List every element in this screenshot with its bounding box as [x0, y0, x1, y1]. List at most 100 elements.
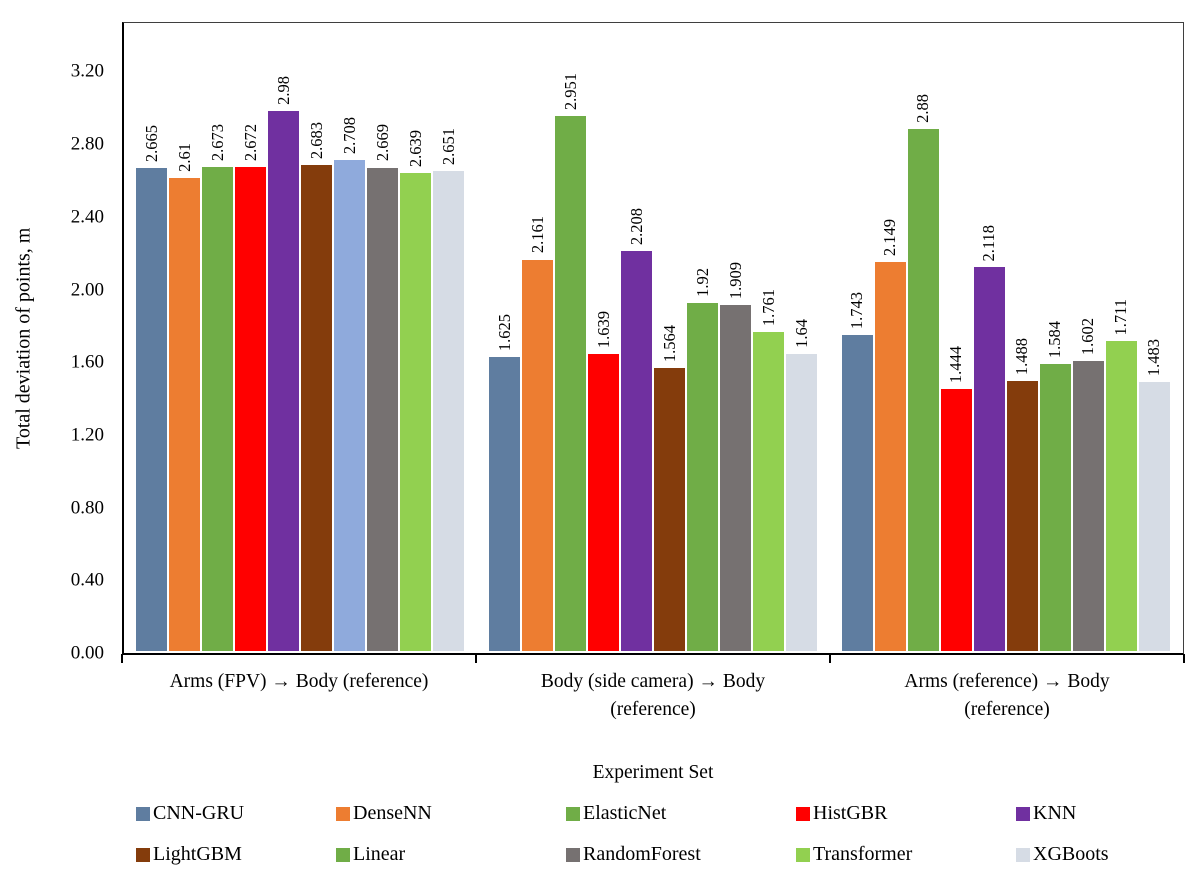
- legend-swatch-icon: [336, 847, 350, 862]
- y-tick-label: 3.20: [70, 60, 104, 82]
- bar-value-label: 1.761: [758, 288, 778, 326]
- legend-label: LightGBM: [153, 843, 242, 865]
- bar-value-label: 1.711: [1110, 298, 1130, 336]
- legend-swatch-icon: [1016, 847, 1030, 862]
- bar-value-label: 2.665: [141, 125, 161, 163]
- bar-slot: 2.672: [235, 23, 267, 651]
- bar-slot: 2.673: [202, 23, 234, 651]
- legend-swatch-icon: [566, 847, 580, 862]
- legend-swatch-icon: [566, 806, 580, 821]
- bar-slot: 2.161: [522, 23, 553, 651]
- bar-value-label: 2.669: [372, 124, 392, 162]
- bar-randomforest: [367, 167, 399, 651]
- legend-item-elasticnet: ElasticNet: [566, 802, 796, 825]
- bar-slot: 1.639: [588, 23, 619, 651]
- bar-slot: 1.602: [1072, 23, 1104, 651]
- bar-elasticnet: [202, 166, 234, 651]
- bar-value-label: 1.488: [1011, 338, 1031, 376]
- bar-value-label: 2.673: [207, 123, 227, 161]
- bar-slot: 1.584: [1039, 23, 1071, 651]
- bar-value-label: 2.118: [978, 224, 998, 262]
- bar-slot: 1.909: [720, 23, 751, 651]
- bar-xgboots: [433, 170, 465, 651]
- y-tick-label: 0.80: [70, 497, 104, 519]
- legend-label: XGBoots: [1033, 843, 1109, 865]
- bar-groups: 2.665 2.61 2.673 2.672 2.98 2.683 2.708 2.669 2.…: [124, 23, 1182, 651]
- bar-value-label: 1.92: [692, 268, 712, 298]
- bar-lightgbm: [301, 164, 333, 651]
- category-label: Arms (FPV) → Body (reference): [169, 671, 429, 692]
- bar-value-label: 1.909: [725, 262, 745, 300]
- bar-cnn-gru: [136, 168, 168, 651]
- bar-lightgbm: [1006, 381, 1038, 651]
- bar-value-label: 1.483: [1143, 339, 1163, 377]
- y-tick-label: 0.00: [70, 642, 104, 664]
- bar-slot: 2.639: [400, 23, 432, 651]
- bar-randomforest: [1072, 360, 1104, 651]
- bar-histgbr: [588, 354, 619, 651]
- category-label: Body (side camera) → Body (reference): [540, 671, 766, 721]
- legend-item-densenn: DenseNN: [336, 802, 566, 825]
- legend-item-linear: Linear: [336, 843, 566, 866]
- bar-slot: 1.92: [687, 23, 718, 651]
- bar-histgbr: [940, 389, 972, 651]
- legend-label: CNN-GRU: [153, 802, 245, 824]
- legend-swatch-icon: [336, 806, 350, 821]
- legend-item-randomforest: RandomForest: [566, 843, 796, 866]
- bar-xgboots: [786, 353, 817, 651]
- category-tick: [1183, 654, 1185, 663]
- bar-randomforest: [720, 305, 751, 651]
- bar-cnn-gru: [489, 356, 520, 651]
- category-tick: [474, 654, 477, 663]
- x-axis-title: Experiment Set: [592, 762, 714, 783]
- bar-value-label: 2.951: [560, 73, 580, 111]
- bar-value-label: 2.683: [306, 121, 326, 159]
- bar-value-label: 2.639: [405, 129, 425, 167]
- legend-label: DenseNN: [353, 802, 432, 824]
- bar-slot: 1.711: [1105, 23, 1137, 651]
- bar-value-label: 1.64: [791, 319, 811, 348]
- bar-value-label: 1.625: [494, 313, 514, 351]
- bar-slot: 2.118: [973, 23, 1005, 651]
- bar-group: 1.743 2.149 2.88 1.444 2.118 1.488 1.584 1.602 1…: [829, 23, 1182, 651]
- bar-cnn-gru: [841, 335, 873, 651]
- bar-value-label: 2.88: [912, 94, 932, 124]
- bar-slot: 2.149: [874, 23, 906, 651]
- bar-value-label: 1.444: [945, 346, 965, 384]
- bar-value-label: 2.672: [240, 123, 260, 161]
- bar-slot: 2.651: [433, 23, 465, 651]
- bar-slot: 1.743: [841, 23, 873, 651]
- legend-item-histgbr: HistGBR: [796, 802, 1016, 825]
- y-tick-label: 2.00: [70, 279, 104, 301]
- bar-knn: [973, 267, 1005, 651]
- bar-slot: 2.98: [268, 23, 300, 651]
- bar-xgboots: [1138, 382, 1170, 651]
- bar-value-label: 1.743: [846, 292, 866, 330]
- bar-elasticnet: [907, 129, 939, 651]
- bar-value-label: 2.708: [339, 117, 359, 155]
- y-tick-label: 0.40: [70, 569, 104, 591]
- bar-densenn: [169, 178, 201, 651]
- bar-linear: [334, 160, 366, 651]
- bar-lightgbm: [654, 367, 685, 651]
- bar-linear: [1039, 364, 1071, 651]
- bar-value-label: 2.161: [527, 216, 547, 254]
- y-axis-tick-labels: 0.00 0.40 0.80 1.20 1.60 2.00 2.40 2.80 3.20: [0, 23, 112, 663]
- category-axis-ticks: [121, 654, 1185, 663]
- bar-value-label: 1.639: [593, 310, 613, 349]
- bar-knn: [268, 111, 300, 651]
- bar-slot: 2.88: [907, 23, 939, 651]
- bar-value-label: 1.584: [1044, 320, 1064, 359]
- bar-slot: 2.61: [169, 23, 201, 651]
- bar-slot: 1.625: [489, 23, 520, 651]
- category-tick: [121, 654, 123, 663]
- category-tick: [829, 654, 831, 663]
- bar-value-label: 2.149: [879, 218, 899, 256]
- legend-label: KNN: [1033, 802, 1077, 824]
- bar-slot: 1.483: [1138, 23, 1170, 651]
- bar-slot: 2.208: [621, 23, 652, 651]
- bar-knn: [621, 251, 652, 651]
- bar-slot: 2.669: [367, 23, 399, 651]
- bar-slot: 1.444: [940, 23, 972, 651]
